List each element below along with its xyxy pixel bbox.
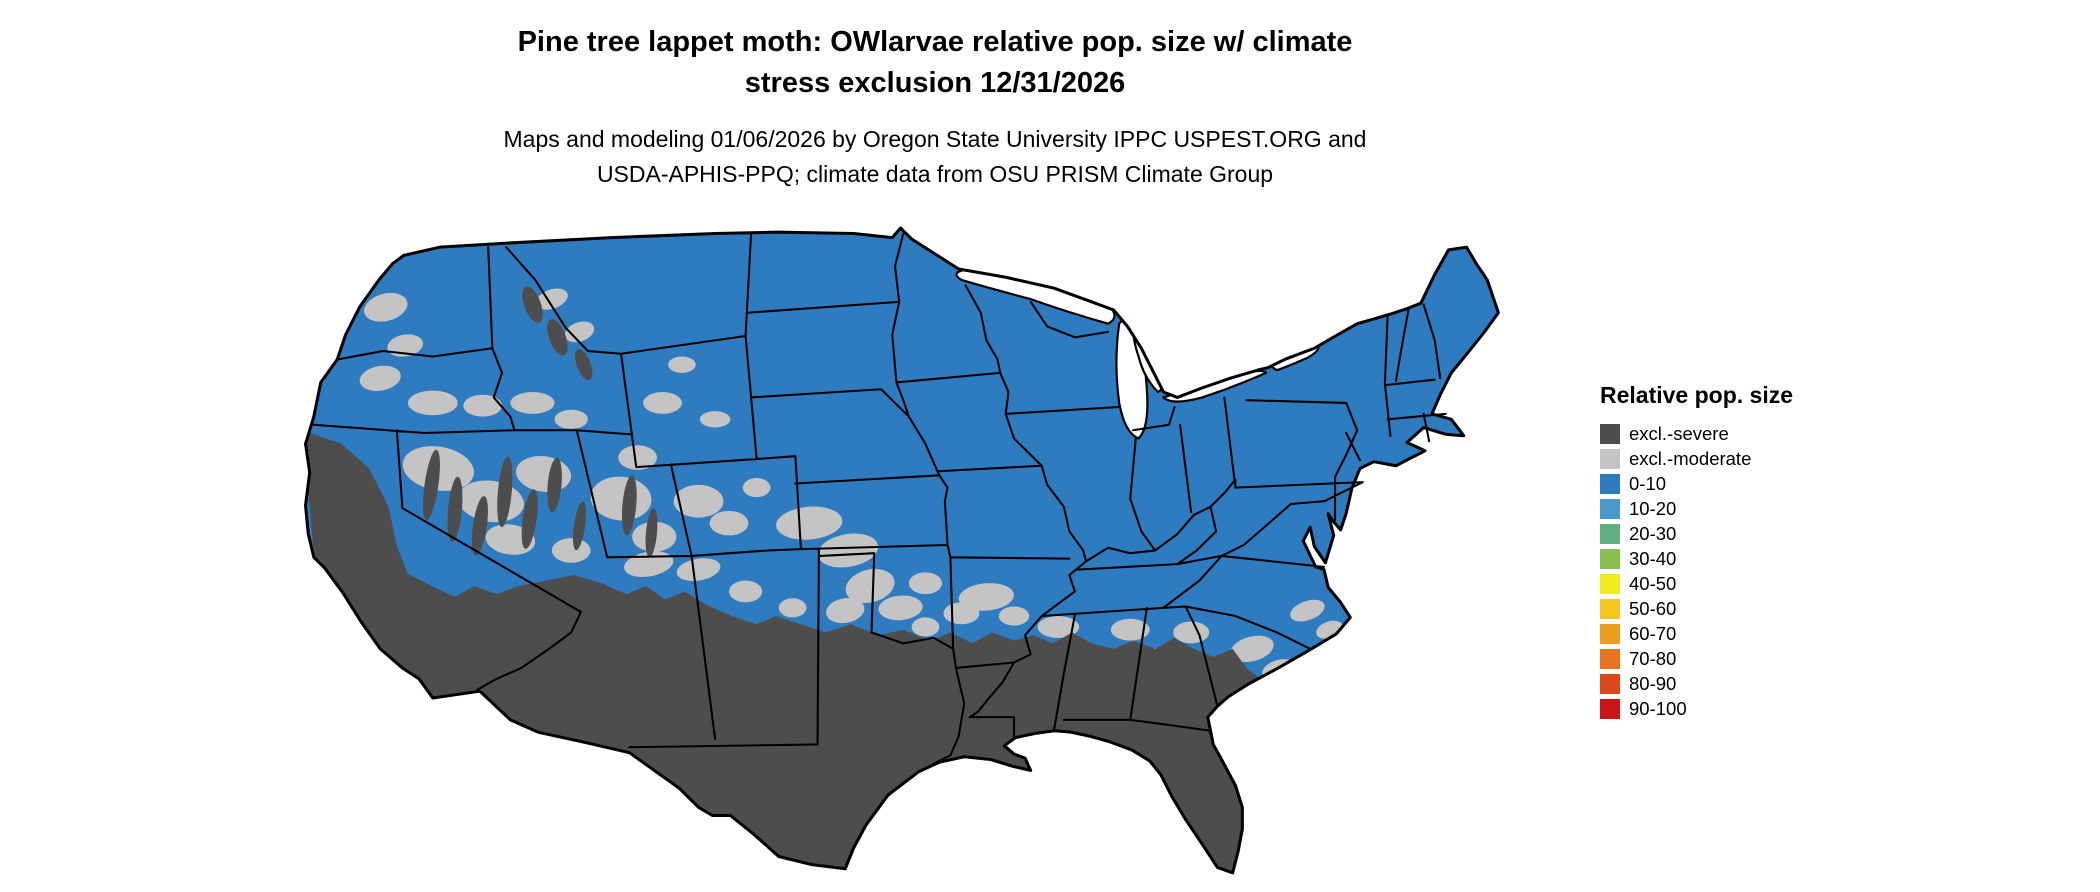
legend-label: 0-10 (1629, 473, 1667, 494)
state-borders (312, 232, 1447, 765)
legend-swatch-excl-moderate (1600, 448, 1620, 469)
legend-item: excl.-severe (1600, 421, 1930, 446)
legend: Relative pop. size excl.-severe excl.-mo… (1600, 382, 1930, 721)
legend-swatch-10-20 (1600, 498, 1620, 519)
legend-label: 80-90 (1629, 673, 1677, 694)
map-title: Pine tree lappet moth: OWlarvae relative… (280, 22, 1590, 103)
legend-item: 80-90 (1600, 671, 1930, 696)
legend-item: 90-100 (1600, 696, 1930, 721)
legend-item: 40-50 (1600, 571, 1930, 596)
legend-swatch-50-60 (1600, 598, 1620, 619)
legend-item: 60-70 (1600, 621, 1930, 646)
legend-item: 70-80 (1600, 646, 1930, 671)
legend-label: 90-100 (1629, 698, 1687, 719)
map-subtitle-line2: USDA-APHIS-PPQ; climate data from OSU PR… (596, 160, 1274, 187)
us-map-svg (304, 226, 1500, 875)
legend-swatch-70-80 (1600, 648, 1620, 669)
legend-item: 0-10 (1600, 471, 1930, 496)
legend-label: 70-80 (1629, 648, 1677, 669)
legend-item: 30-40 (1600, 546, 1930, 571)
legend-swatch-60-70 (1600, 623, 1620, 644)
map-title-line2: stress exclusion 12/31/2026 (744, 66, 1126, 99)
legend-label: excl.-severe (1629, 423, 1729, 444)
legend-item: 10-20 (1600, 496, 1930, 521)
us-outline (304, 226, 1500, 875)
legend-item: excl.-moderate (1600, 446, 1930, 471)
legend-swatch-40-50 (1600, 573, 1620, 594)
legend-item: 20-30 (1600, 521, 1930, 546)
legend-label: 10-20 (1629, 498, 1677, 519)
legend-item: 50-60 (1600, 596, 1930, 621)
legend-swatch-80-90 (1600, 673, 1620, 694)
map-subtitle-line1: Maps and modeling 01/06/2026 by Oregon S… (503, 126, 1367, 152)
legend-label: 40-50 (1629, 573, 1677, 594)
legend-swatch-20-30 (1600, 523, 1620, 544)
legend-swatch-excl-severe (1600, 423, 1620, 444)
legend-label: 60-70 (1629, 623, 1677, 644)
legend-label: excl.-moderate (1629, 448, 1752, 469)
map-title-line1: Pine tree lappet moth: OWlarvae relative… (517, 26, 1353, 58)
legend-label: 30-40 (1629, 548, 1677, 569)
legend-title: Relative pop. size (1600, 382, 1794, 408)
legend-label: 20-30 (1629, 523, 1677, 544)
map-subtitle: Maps and modeling 01/06/2026 by Oregon S… (280, 122, 1590, 191)
us-population-map (300, 198, 1562, 892)
legend-swatch-30-40 (1600, 548, 1620, 569)
legend-label: 50-60 (1629, 598, 1677, 619)
legend-swatch-90-100 (1600, 698, 1620, 719)
legend-swatch-0-10 (1600, 473, 1620, 494)
